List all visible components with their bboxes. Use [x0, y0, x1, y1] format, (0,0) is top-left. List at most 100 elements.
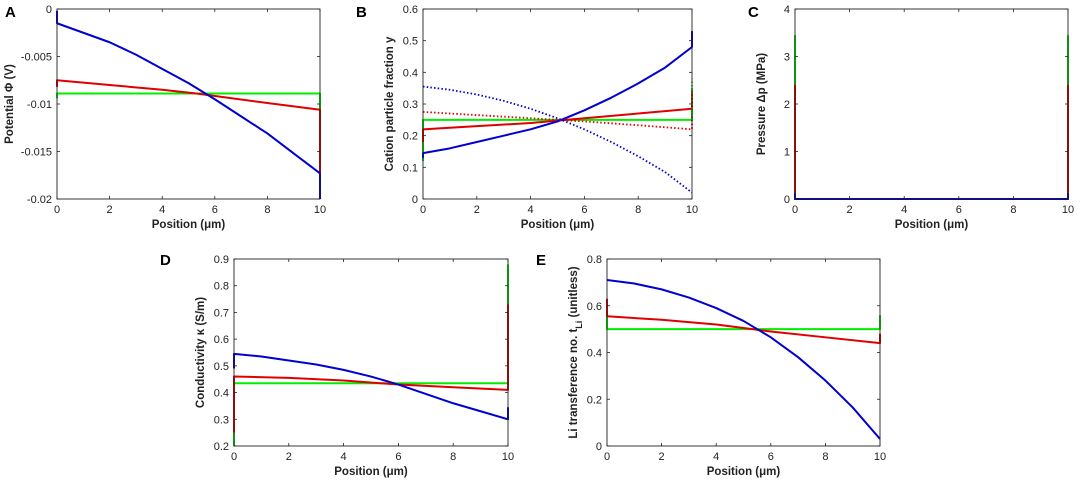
panel-letter: D [160, 252, 171, 269]
y-tick-label: 0.4 [403, 67, 418, 79]
y-tick-label: 0 [412, 194, 418, 206]
y-tick-label: 3 [784, 52, 790, 64]
y-tick-label: 0.5 [403, 36, 418, 48]
series-line-green [56, 92, 321, 111]
y-axis-label: Pressure Δp (MPa) [756, 53, 768, 155]
y-tick-label: 0.4 [587, 348, 602, 360]
y-tick-label: 4 [784, 4, 790, 16]
y-axis-label: Conductivity κ (S/m) [195, 297, 207, 408]
x-tick-label: 8 [1010, 204, 1016, 216]
y-tick-label: 0.6 [403, 4, 418, 16]
y-tick-label: 1 [784, 147, 790, 159]
panel-b: B 0 2 4 6 8 10 0 0.1 0.2 0.3 0.4 0.5 0.6 Position (μm)… [356, 4, 698, 231]
x-tick-label: 0 [604, 451, 610, 463]
x-tick-label: 8 [822, 451, 828, 463]
x-tick-label: 6 [956, 204, 962, 216]
y-tick-label: 0.1 [403, 162, 418, 174]
y-axis-label: Cation particle fraction y [384, 36, 396, 171]
y-tick-label: 0.2 [587, 394, 602, 406]
series-line-blue [422, 31, 693, 158]
x-tick-label: 8 [635, 204, 641, 216]
x-axis-label: Position (μm) [521, 219, 595, 231]
x-axis-label: Position (μm) [707, 466, 781, 478]
y-tick-label: 2 [784, 99, 790, 111]
series-line-red [233, 304, 509, 433]
series-line-blue [794, 193, 1069, 200]
series-group [606, 279, 881, 440]
y-tick-label: -0.01 [27, 99, 52, 111]
x-tick-label: 10 [686, 204, 698, 216]
y-tick-label: 0.7 [214, 307, 229, 319]
x-tick-label: 4 [528, 204, 534, 216]
y-axis-label: Potential Φ (V) [4, 64, 16, 144]
y-tick-label: 0.8 [587, 254, 602, 266]
y-tick-label: 0.3 [214, 414, 229, 426]
series-line-green [606, 305, 881, 331]
x-tick-label: 2 [286, 451, 292, 463]
x-tick-label: 10 [314, 204, 326, 216]
x-tick-label: 0 [231, 451, 237, 463]
series-line-red [422, 91, 693, 142]
series-group [422, 31, 693, 194]
y-tick-label: -0.02 [27, 194, 52, 206]
x-axis-label: Position (μm) [895, 219, 969, 231]
y-tick-label: 0.8 [214, 281, 229, 293]
x-tick-label: 2 [847, 204, 853, 216]
series-line-blue [606, 279, 881, 440]
x-tick-label: 0 [792, 204, 798, 216]
y-tick-label: 0 [596, 441, 602, 453]
panel-e: E 0 2 4 6 8 10 0 0.2 0.4 0.6 0.8 Position (μm) Li tra… [536, 252, 886, 478]
x-tick-label: 10 [1062, 204, 1074, 216]
y-axis-label: Li transference no. tLi (unitless) [568, 266, 584, 438]
series-group [56, 10, 321, 199]
y-tick-label: 0.2 [403, 131, 418, 143]
series-line-blue-dotted [422, 85, 693, 194]
series-group [794, 35, 1069, 200]
axes-box [422, 8, 693, 200]
panel-d: D 0 2 4 6 8 10 0.2 0.3 0.4 0.5 0.6 0.7 0.8 0.9 Position… [160, 252, 514, 478]
panel-letter: E [536, 252, 546, 269]
series-line-red [794, 85, 1069, 200]
y-tick-label: 0.3 [403, 99, 418, 111]
x-tick-label: 0 [54, 204, 60, 216]
panel-letter: C [748, 4, 759, 21]
x-tick-label: 8 [450, 451, 456, 463]
y-tick-label: 0 [784, 194, 790, 206]
y-tick-label: 0.6 [587, 301, 602, 313]
series-line-red [56, 79, 321, 176]
y-tick-label: 0.9 [214, 254, 229, 266]
panel-c: C 0 2 4 6 8 10 0 1 2 3 4 Position (μm) Pressure Δp (M… [748, 4, 1074, 231]
x-tick-label: 6 [581, 204, 587, 216]
x-tick-label: 10 [502, 451, 514, 463]
y-axis-label-main: Li transference no. t [568, 329, 580, 439]
series-line-green [794, 35, 1069, 200]
y-tick-label: -0.005 [21, 52, 52, 64]
series-line-green [233, 264, 509, 446]
x-tick-label: 2 [107, 204, 113, 216]
x-tick-label: 4 [713, 451, 719, 463]
x-tick-label: 10 [874, 451, 886, 463]
y-tick-label: -0.015 [21, 147, 52, 159]
x-tick-label: 8 [264, 204, 270, 216]
y-tick-label: 0.4 [214, 388, 229, 400]
y-axis-label-sub: Li [574, 321, 584, 329]
panel-letter: B [356, 4, 367, 21]
y-tick-label: 0 [46, 4, 52, 16]
series-line-red [606, 298, 881, 345]
y-tick-label: 0.2 [214, 441, 229, 453]
x-axis-label: Position (μm) [152, 219, 226, 231]
x-tick-label: 4 [901, 204, 907, 216]
panel-a: A 0 2 4 6 8 10 -0.02 -0.015 -0.01 -0.005 0 Position … [4, 4, 326, 231]
y-tick-label: 0.5 [214, 361, 229, 373]
y-axis-label-suffix: (unitless) [568, 266, 580, 320]
series-line-blue [56, 10, 321, 199]
x-tick-label: 0 [420, 204, 426, 216]
x-tick-label: 2 [474, 204, 480, 216]
x-axis-label: Position (μm) [334, 466, 408, 478]
x-tick-label: 6 [395, 451, 401, 463]
axes-box [794, 8, 1069, 200]
x-tick-label: 2 [659, 451, 665, 463]
series-group [233, 264, 509, 446]
x-tick-label: 4 [159, 204, 165, 216]
